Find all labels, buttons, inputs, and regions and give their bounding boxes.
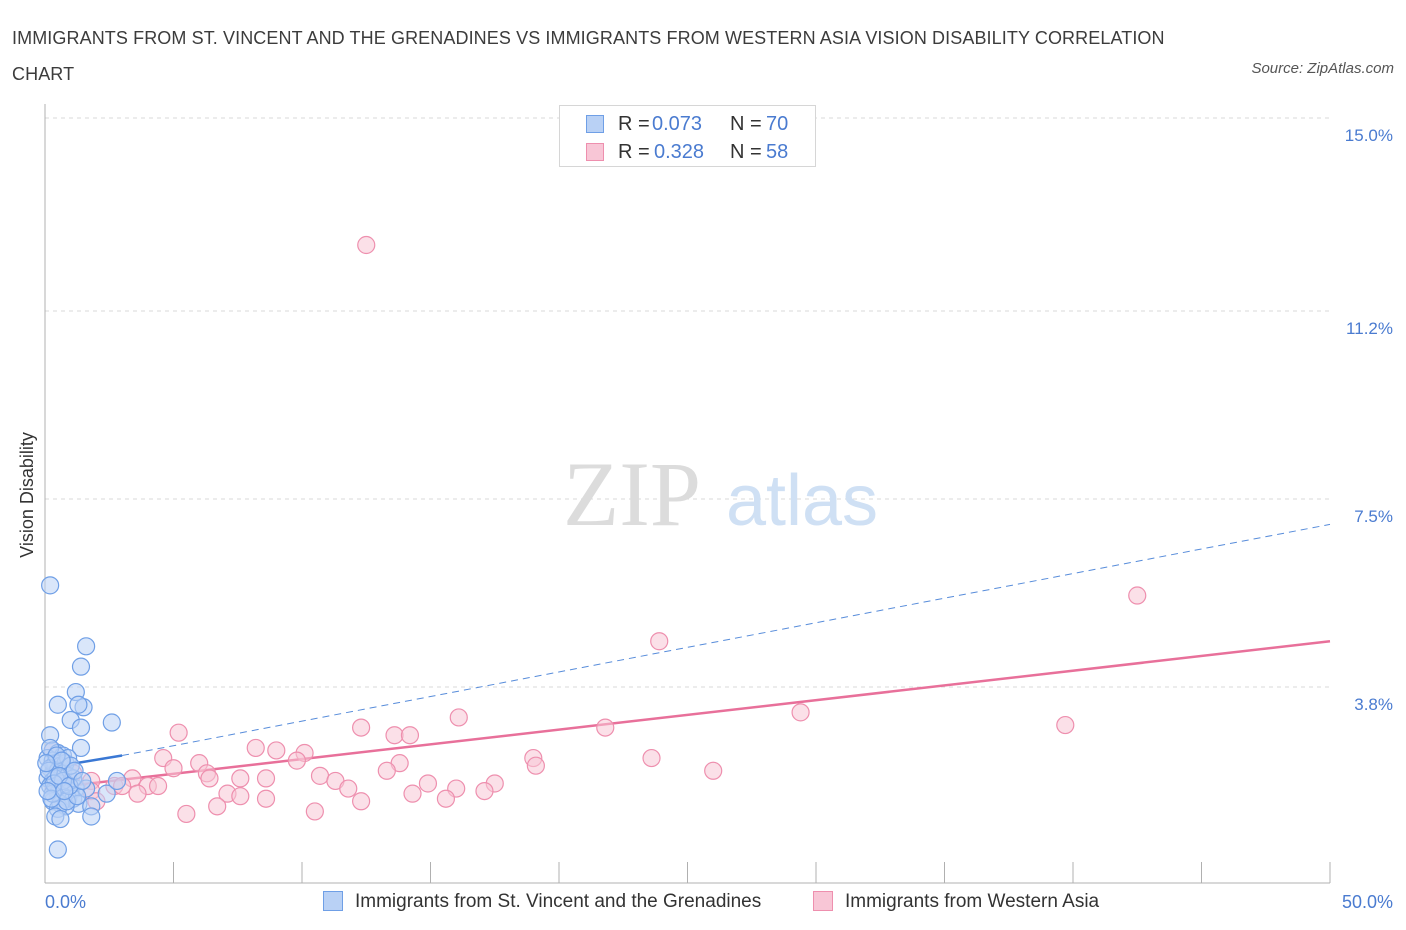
data-point-western-asia [352,718,371,737]
data-point-western-asia [305,802,324,821]
watermark-zip: ZIP [563,443,701,545]
legend-swatch-pink [813,891,833,911]
data-point-st-vincent [55,781,74,801]
y-axis-label: Vision Disability [17,432,37,558]
legend-r-label: R = [618,113,650,135]
watermark: ZIP atlas [563,443,878,545]
legend-swatch-pink [586,143,604,161]
legend-r-label: R = [618,141,650,163]
data-point-st-vincent [107,771,127,791]
y-tick-label: 11.2% [1346,319,1393,338]
source-label: Source: ZipAtlas.com [1251,60,1394,77]
y-tick-label: 3.8% [1354,695,1393,714]
data-point-western-asia [1056,715,1075,735]
legend-swatch-blue [586,115,604,133]
data-point-st-vincent [48,840,67,859]
data-point-western-asia [400,726,420,745]
chart-title: IMMIGRANTS FROM ST. VINCENT AND THE GREN… [12,28,1165,84]
data-point-st-vincent [73,771,92,791]
data-point-western-asia [339,779,358,798]
data-point-st-vincent [71,718,91,737]
data-point-st-vincent [41,576,60,595]
x-tick-label: 0.0% [45,892,86,912]
legend-n-value: 58 [766,141,789,163]
data-point-western-asia [177,804,196,824]
data-point-western-asia [200,769,219,788]
y-tick-label: 7.5% [1354,507,1393,526]
data-point-western-asia [650,632,669,651]
data-point-western-asia [287,751,306,770]
data-point-st-vincent [82,807,101,826]
trend-line-pink [44,639,1331,790]
data-point-western-asia [357,235,376,255]
data-point-western-asia [164,759,183,778]
data-point-st-vincent [71,657,91,676]
x-tick-label: 50.0% [1342,892,1393,912]
data-point-western-asia [256,769,276,788]
data-point-st-vincent [102,713,121,732]
data-point-western-asia [526,756,545,775]
trend-line-blue-extended [122,523,1331,757]
data-point-western-asia [208,797,227,816]
data-point-western-asia [436,789,456,808]
data-point-western-asia [385,726,404,745]
data-point-western-asia [475,781,494,801]
data-point-western-asia [310,766,330,785]
data-point-western-asia [267,741,286,760]
legend-n-value: 70 [766,113,789,135]
y-tick-label: 15.0% [1345,126,1393,145]
data-point-western-asia [231,787,250,806]
data-point-western-asia [1128,586,1147,605]
data-points [37,235,1147,859]
data-point-western-asia [128,784,147,803]
data-point-western-asia [403,784,422,803]
data-point-western-asia [352,792,371,811]
data-point-western-asia [418,774,438,793]
data-point-western-asia [377,761,396,780]
data-point-st-vincent [51,809,70,829]
data-point-western-asia [642,748,661,768]
legend-label: Immigrants from Western Asia [845,891,1100,912]
data-point-st-vincent [97,784,116,803]
data-point-western-asia [704,761,723,780]
data-point-st-vincent [38,781,57,801]
data-point-western-asia [246,738,265,758]
legend-r-value: 0.328 [654,141,705,163]
watermark-atlas: atlas [726,461,878,541]
data-point-western-asia [256,789,276,808]
data-point-western-asia [791,703,810,722]
legend-r-value: 0.073 [652,113,703,135]
legend-n-label: N = [730,113,762,135]
correlation-legend: R = 0.073 N = 70 R = 0.328 N = 58 [559,105,816,167]
data-point-st-vincent [69,695,88,714]
data-point-western-asia [231,769,250,788]
data-point-western-asia [148,776,168,796]
axis-labels: 3.8% 7.5% 11.2% 15.0% 0.0% 50.0% Vision Disabi… [17,126,1393,912]
legend-label: Immigrants from St. Vincent and the Gren… [355,891,762,912]
data-point-st-vincent [48,695,67,714]
data-point-western-asia [169,723,188,742]
legend-swatch-blue [323,891,343,911]
data-point-western-asia [596,718,615,737]
trend-lines [44,523,1331,790]
legend-n-label: N = [730,141,762,163]
data-point-st-vincent [77,637,96,656]
data-point-st-vincent [71,738,91,758]
data-point-western-asia [449,708,468,727]
data-point-st-vincent [37,754,56,773]
